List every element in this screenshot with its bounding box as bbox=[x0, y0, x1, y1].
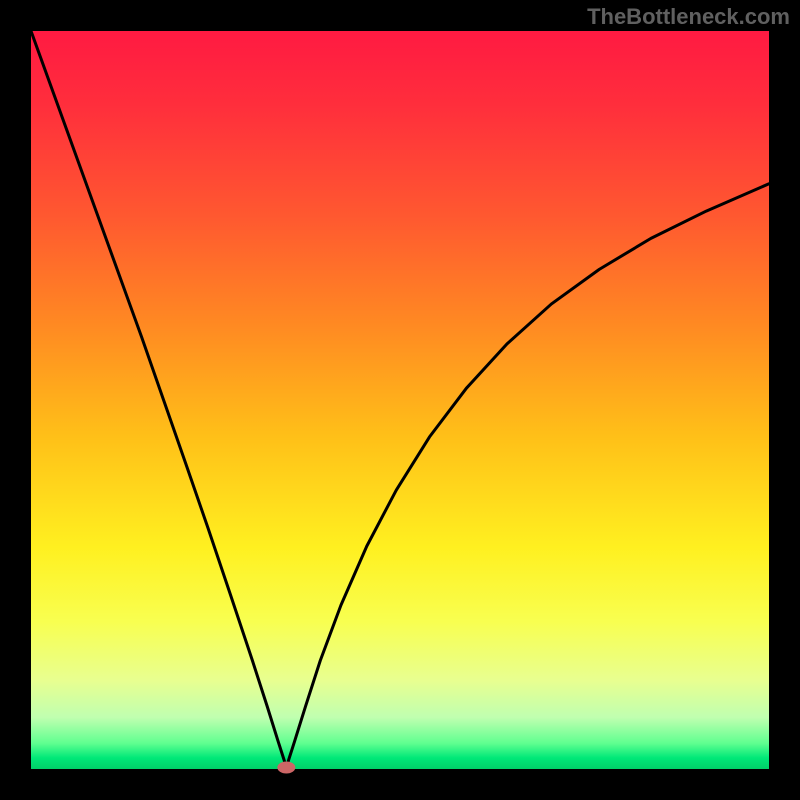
optimal-point-marker bbox=[277, 762, 295, 774]
chart-container: TheBottleneck.com bbox=[0, 0, 800, 800]
watermark-text: TheBottleneck.com bbox=[587, 4, 790, 30]
chart-plot-background bbox=[31, 31, 769, 769]
bottleneck-chart bbox=[0, 0, 800, 800]
